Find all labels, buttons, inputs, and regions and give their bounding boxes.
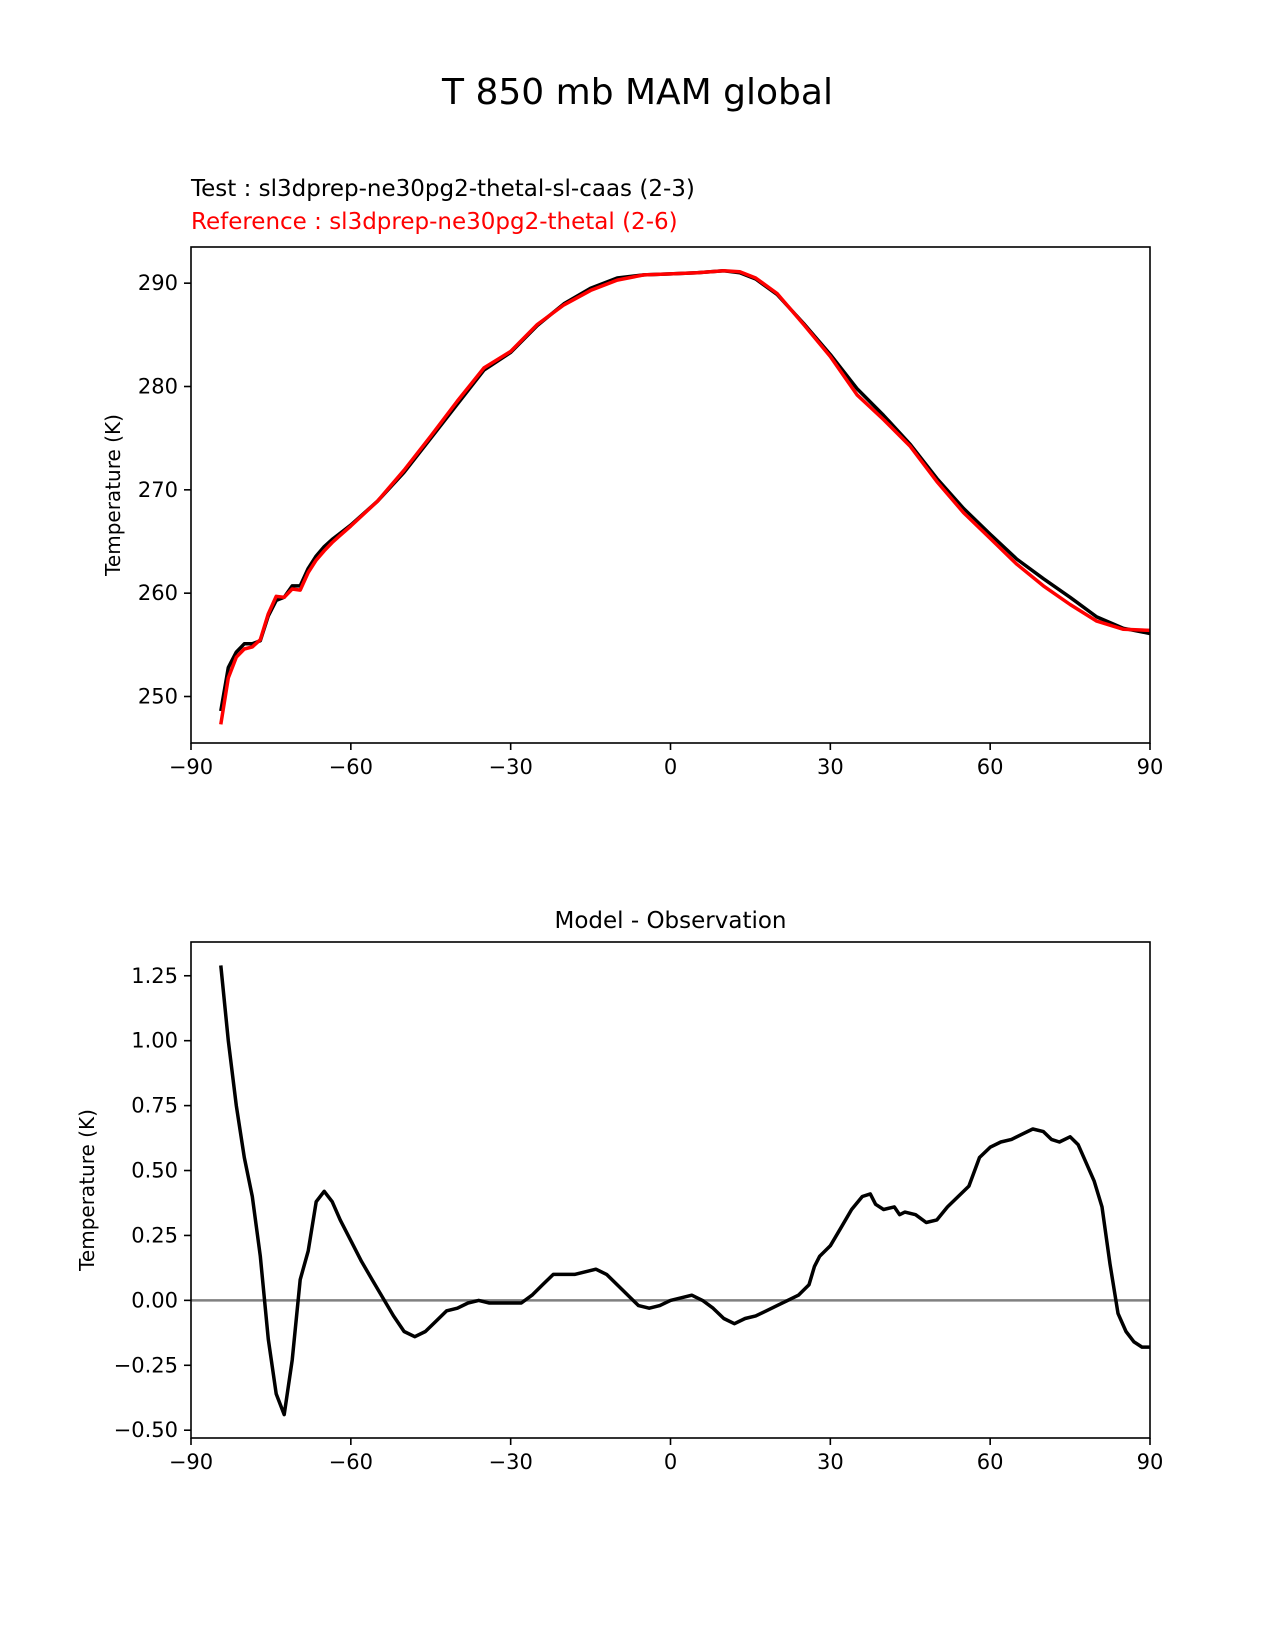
top-panel-temperature-profile: −90 −60 −30 0 30 60 90 250 260 270 280 290 Temperatu…: [101, 176, 1163, 779]
y-tick-label: 0.25: [131, 1223, 178, 1247]
x-tick-label: 30: [817, 1450, 844, 1474]
y-tick-label: 290: [138, 271, 178, 295]
plot-frame: [190, 941, 1151, 1439]
series-line-difference: [219, 965, 1150, 1417]
y-tick-label: −0.50: [114, 1418, 178, 1442]
x-tick-label: 0: [664, 1450, 677, 1474]
y-tick-label: 1.25: [131, 964, 178, 988]
y-tick-label: 270: [138, 478, 178, 502]
x-tick-label: −90: [169, 1450, 213, 1474]
panel-title: Model - Observation: [554, 908, 786, 934]
y-tick-label: −0.25: [114, 1353, 178, 1377]
bottom-panel-model-minus-observation: −90 −60 −30 0 30 60 90 −0.50 −0.25 0.00 0.25 0.50 0.…: [75, 908, 1163, 1474]
x-tick-label: −30: [489, 1450, 533, 1474]
plot-frame: [190, 246, 1151, 744]
test-case-label: Test : sl3dprep-ne30pg2-thetal-sl-caas (…: [190, 176, 695, 202]
y-tick-label: 0.75: [131, 1094, 178, 1118]
x-tick-label: −90: [169, 755, 213, 779]
x-tick-label: 90: [1137, 755, 1164, 779]
series-line-reference: [219, 269, 1151, 725]
reference-case-label: Reference : sl3dprep-ne30pg2-thetal (2-6…: [191, 209, 678, 235]
x-tick-label: 90: [1137, 1450, 1164, 1474]
x-tick-label: −60: [329, 1450, 373, 1474]
y-tick-label: 0.50: [131, 1159, 178, 1183]
y-axis-label: Temperature (K): [75, 1109, 99, 1272]
x-tick-label: −30: [489, 755, 533, 779]
y-tick-label: 280: [138, 375, 178, 399]
y-tick-label: 260: [138, 581, 178, 605]
x-tick-label: −60: [329, 755, 373, 779]
y-tick-label: 250: [138, 685, 178, 709]
series-line-test: [219, 269, 1151, 712]
y-tick-label: 1.00: [131, 1029, 178, 1053]
x-tick-label: 0: [664, 755, 677, 779]
x-tick-label: 30: [817, 755, 844, 779]
figure-title: T 850 mb MAM global: [442, 72, 833, 113]
y-tick-label: 0.00: [131, 1288, 178, 1312]
x-tick-label: 60: [977, 1450, 1004, 1474]
x-tick-label: 60: [977, 755, 1004, 779]
y-axis-label: Temperature (K): [101, 414, 125, 577]
